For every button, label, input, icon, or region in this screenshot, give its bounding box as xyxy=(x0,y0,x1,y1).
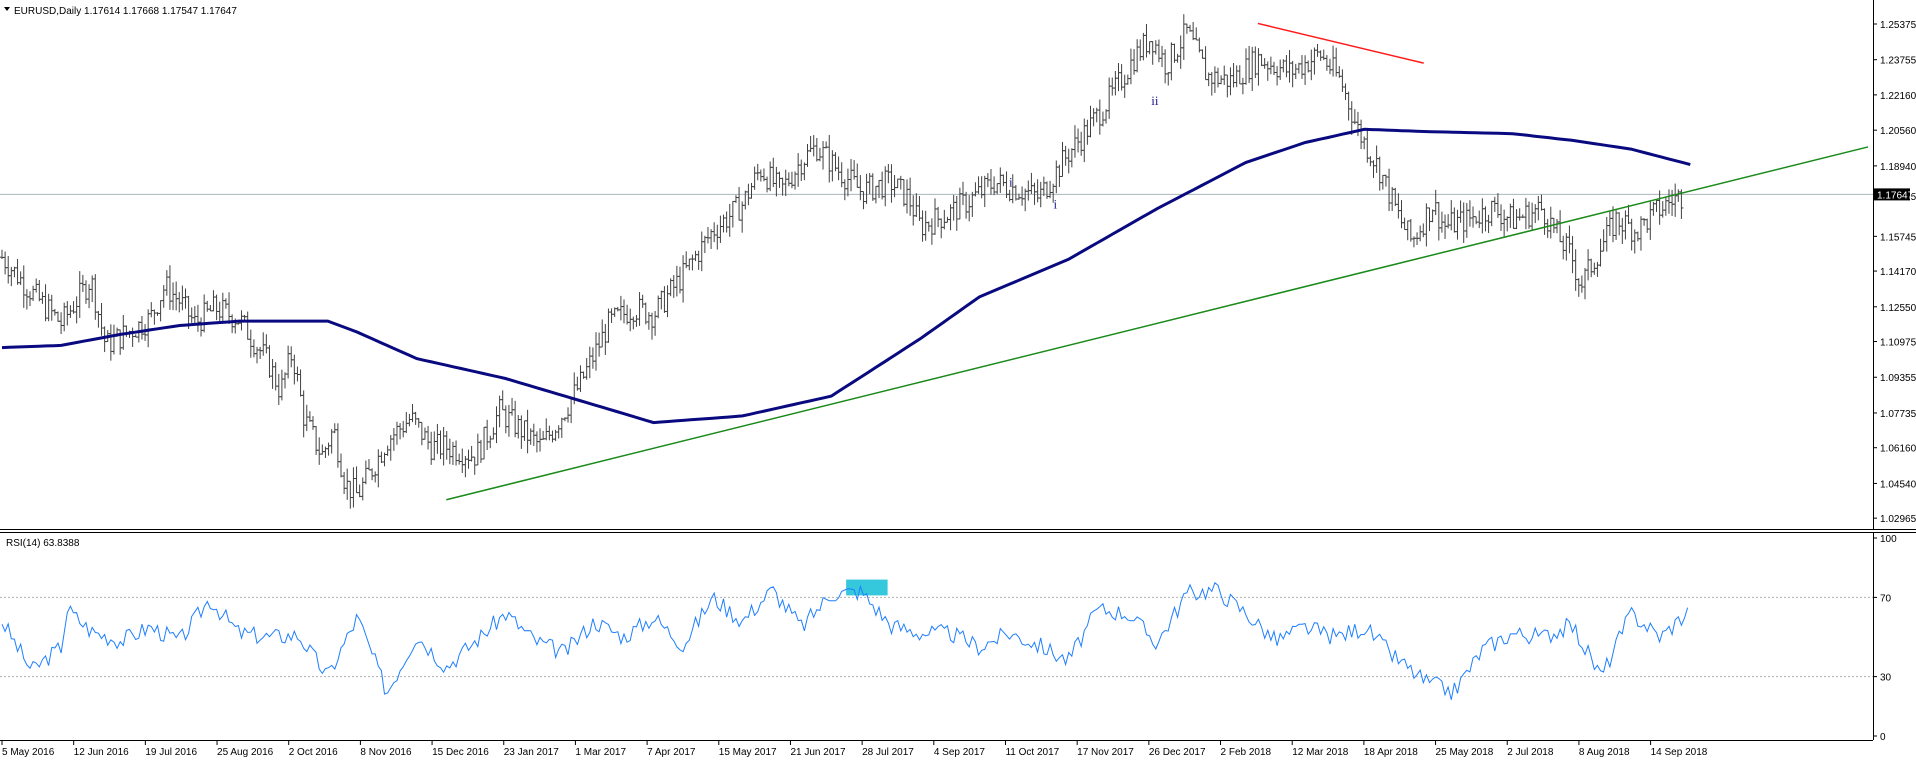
x-tick-label: 11 Oct 2017 xyxy=(1005,747,1059,758)
current-price-tag-label: 1.17647 xyxy=(1877,190,1914,201)
x-tick-label: 14 Sep 2018 xyxy=(1651,747,1708,758)
price-y-tick-label: 1.06160 xyxy=(1880,444,1916,455)
price-y-tick-label: 1.02965 xyxy=(1880,514,1916,525)
x-tick-label: 2 Jul 2018 xyxy=(1507,747,1554,758)
price-y-tick-label: 1.12550 xyxy=(1880,303,1916,314)
rsi-highlight-box xyxy=(846,579,888,596)
rsi-header: RSI(14) 63.8388 xyxy=(6,538,80,549)
trendlines-group xyxy=(446,22,1869,501)
moving-average-group xyxy=(1,127,1691,425)
x-tick-label: 17 Nov 2017 xyxy=(1077,747,1134,758)
red-resistance-trendline[interactable] xyxy=(1257,22,1424,64)
x-tick-label: 8 Nov 2016 xyxy=(360,747,412,758)
wave-label: ii xyxy=(1151,93,1159,108)
rsi-y-tick-label: 70 xyxy=(1880,593,1892,604)
x-tick-label: 25 May 2018 xyxy=(1436,747,1494,758)
x-tick-label: 21 Jun 2017 xyxy=(790,747,845,758)
wave-label: i xyxy=(1053,197,1057,212)
moving-average-line xyxy=(1,127,1691,425)
ohlc-bar xyxy=(1679,189,1684,219)
chart-header: EURUSD,Daily 1.17614 1.17668 1.17547 1.1… xyxy=(4,6,237,17)
price-y-tick-label: 1.14170 xyxy=(1880,267,1916,278)
rsi-y-tick-label: 0 xyxy=(1880,732,1886,743)
price-y-tick-label: 1.22160 xyxy=(1880,91,1916,102)
price-y-tick-label: 1.23755 xyxy=(1880,56,1916,67)
x-tick-label: 2 Oct 2016 xyxy=(289,747,338,758)
price-plot-area xyxy=(0,0,1873,530)
price-y-tick-label: 1.20560 xyxy=(1880,126,1916,137)
time-x-axis-ticks: 5 May 2016 12 Jun 2016 19 Jul 2016 25 Aug 2… xyxy=(1,740,1708,758)
price-y-tick-label: 1.18940 xyxy=(1880,162,1916,173)
x-tick-label: 23 Jan 2017 xyxy=(504,747,559,758)
ohlc-bars-group xyxy=(0,14,1684,509)
x-tick-label: 4 Sep 2017 xyxy=(934,747,986,758)
x-tick-label: 26 Dec 2017 xyxy=(1149,747,1206,758)
rsi-y-tick-label: 100 xyxy=(1880,534,1897,545)
x-tick-label: 1 Mar 2017 xyxy=(575,747,626,758)
triangle-down-icon[interactable] xyxy=(4,7,10,11)
current-price-tag: 1.17647 xyxy=(1874,188,1914,201)
x-tick-label: 19 Jul 2016 xyxy=(145,747,197,758)
price-y-tick-label: 1.09355 xyxy=(1880,373,1916,384)
x-tick-label: 12 Mar 2018 xyxy=(1292,747,1349,758)
price-y-tick-label: 1.15745 xyxy=(1880,232,1916,243)
x-tick-label: 7 Apr 2017 xyxy=(647,747,696,758)
price-y-axis-ticks: 1.253751.237551.221601.205601.189401.175… xyxy=(1873,20,1916,525)
symbol-header: EURUSD,Daily 1.17614 1.17668 1.17547 1.1… xyxy=(14,6,237,17)
price-y-tick-label: 1.10975 xyxy=(1880,338,1916,349)
rsi-panel: RSI(14) 63.8388 100 70 30 0 xyxy=(0,533,1897,743)
green-support-trendline[interactable] xyxy=(446,146,1869,501)
rsi-y-axis-ticks: 100 70 30 0 xyxy=(1873,534,1897,743)
x-tick-label: 2 Feb 2018 xyxy=(1221,747,1272,758)
x-tick-label: 5 May 2016 xyxy=(2,747,55,758)
x-tick-label: 18 Apr 2018 xyxy=(1364,747,1418,758)
x-tick-label: 15 Dec 2016 xyxy=(432,747,489,758)
wave-label: i xyxy=(1009,175,1013,190)
current-price-tag-bg xyxy=(1874,188,1910,201)
price-y-tick-label: 1.25375 xyxy=(1880,20,1916,31)
x-tick-label: 25 Aug 2016 xyxy=(217,747,274,758)
x-tick-label: 12 Jun 2016 xyxy=(74,747,129,758)
price-y-tick-label: 1.04540 xyxy=(1880,479,1916,490)
x-tick-label: 28 Jul 2017 xyxy=(862,747,914,758)
x-tick-label: 8 Aug 2018 xyxy=(1579,747,1630,758)
rsi-line xyxy=(1,581,1689,700)
price-y-tick-label: 1.07735 xyxy=(1880,409,1916,420)
rsi-y-tick-label: 30 xyxy=(1880,673,1892,684)
x-tick-label: 15 May 2017 xyxy=(719,747,777,758)
